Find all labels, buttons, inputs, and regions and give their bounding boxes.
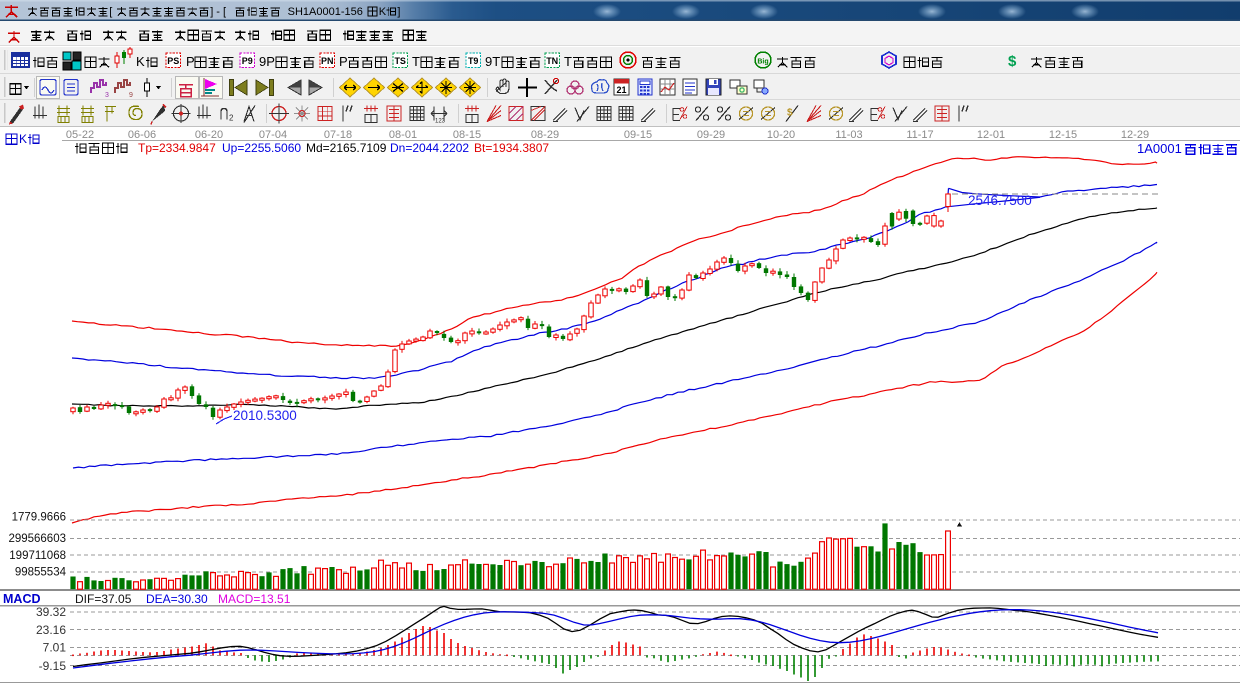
svg-text:DIF=37.05: DIF=37.05: [75, 592, 132, 606]
svg-text:7.01: 7.01: [43, 641, 67, 655]
svg-text:23.16: 23.16: [36, 623, 66, 637]
svg-text:TN: TN: [546, 56, 558, 66]
svg-text:-9.15: -9.15: [39, 659, 67, 673]
svg-text:06-06: 06-06: [128, 129, 156, 141]
svg-text:MACD: MACD: [3, 592, 41, 606]
svg-text:21: 21: [616, 85, 626, 95]
svg-text:T9: T9: [468, 56, 479, 66]
svg-text:2010.5300: 2010.5300: [233, 408, 297, 423]
svg-text:Bt=1934.3807: Bt=1934.3807: [474, 141, 549, 155]
svg-text:07-04: 07-04: [259, 129, 287, 141]
svg-text:P: P: [339, 54, 348, 69]
svg-text:T: T: [412, 54, 420, 69]
svg-text:9: 9: [129, 92, 133, 99]
svg-text:1779.9666: 1779.9666: [12, 512, 66, 524]
svg-text:K: K: [19, 132, 27, 146]
svg-text:Big: Big: [757, 59, 768, 66]
svg-text:123: 123: [435, 119, 446, 125]
svg-text:MACD=13.51: MACD=13.51: [218, 592, 291, 606]
svg-text:12-29: 12-29: [1121, 129, 1149, 141]
svg-text:3: 3: [105, 92, 109, 99]
svg-text:12-01: 12-01: [977, 129, 1005, 141]
svg-text:$: $: [1008, 53, 1017, 70]
svg-text:08-01: 08-01: [389, 129, 417, 141]
svg-text:1A0001: 1A0001: [1137, 141, 1182, 156]
svg-text:11-17: 11-17: [906, 129, 933, 141]
svg-text:$: $: [787, 108, 793, 119]
svg-text:199711068: 199711068: [9, 550, 66, 562]
svg-text:11-03: 11-03: [835, 129, 862, 141]
svg-text:PS: PS: [167, 56, 179, 66]
svg-text:Tp=2334.9847: Tp=2334.9847: [138, 141, 216, 155]
svg-text:Md=2165.7109: Md=2165.7109: [306, 141, 387, 155]
svg-text:06-20: 06-20: [195, 129, 223, 141]
svg-text:Dn=2044.2202: Dn=2044.2202: [390, 141, 469, 155]
svg-text:12-15: 12-15: [1049, 129, 1077, 141]
svg-text:]: ]: [397, 6, 400, 18]
svg-text:10-20: 10-20: [767, 129, 795, 141]
svg-text:K: K: [136, 54, 145, 69]
svg-text:DEA=30.30: DEA=30.30: [146, 592, 208, 606]
svg-text:09-29: 09-29: [697, 129, 725, 141]
svg-text:[: [: [109, 6, 112, 18]
svg-text:SH1A0001-156: SH1A0001-156: [282, 6, 363, 18]
svg-text:08-29: 08-29: [531, 129, 559, 141]
svg-text:9T: 9T: [485, 54, 500, 69]
svg-text:9P: 9P: [259, 54, 275, 69]
svg-text:P9: P9: [242, 56, 253, 66]
svg-text:09-15: 09-15: [624, 129, 652, 141]
svg-text:39.32: 39.32: [36, 605, 66, 619]
svg-text:PN: PN: [321, 56, 334, 66]
svg-text:07-18: 07-18: [324, 129, 352, 141]
svg-text:08-15: 08-15: [453, 129, 481, 141]
svg-text:2546.7500: 2546.7500: [968, 193, 1032, 208]
svg-text:T: T: [564, 54, 572, 69]
svg-text:299566603: 299566603: [8, 533, 66, 545]
svg-text:2: 2: [229, 114, 234, 123]
svg-text:K: K: [379, 6, 387, 18]
svg-text:05-22: 05-22: [66, 129, 94, 141]
svg-text:99855534: 99855534: [15, 567, 67, 579]
svg-text:P: P: [186, 54, 195, 69]
svg-text:] - [: ] - [: [210, 6, 226, 18]
svg-text:TS: TS: [394, 56, 406, 66]
svg-text:Up=2255.5060: Up=2255.5060: [222, 141, 301, 155]
